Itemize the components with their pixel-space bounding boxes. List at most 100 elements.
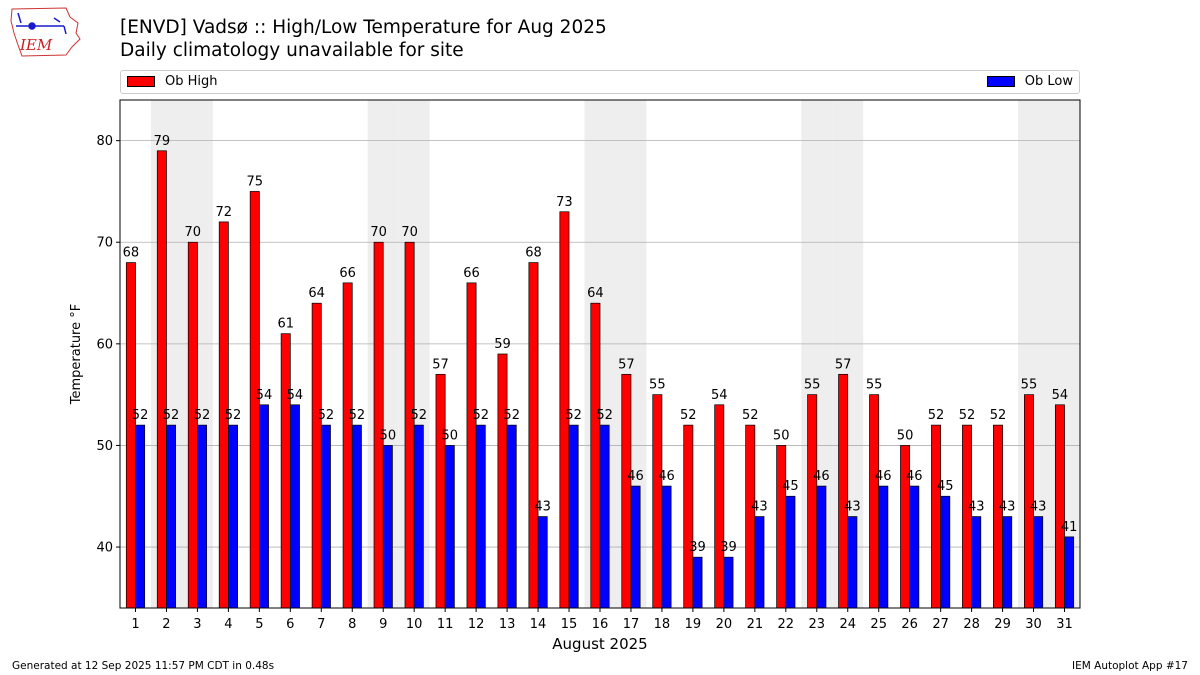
x-tick-label-27: 27	[932, 617, 949, 632]
x-tick-label-26: 26	[901, 617, 918, 632]
bar-ob-low-23	[816, 485, 827, 609]
legend: Ob High Ob Low	[120, 70, 1080, 94]
bar-ob-low-11	[444, 445, 455, 609]
bar-ob-high-13	[497, 353, 508, 609]
x-tick-label-28: 28	[963, 617, 980, 632]
data-label-ob-low-20: 39	[720, 540, 737, 555]
bar-ob-low-27	[940, 495, 951, 609]
x-tick-label-21: 21	[747, 617, 764, 632]
bar-ob-high-21	[745, 424, 756, 609]
x-tick-label-25: 25	[870, 617, 887, 632]
bar-ob-high-22	[776, 445, 787, 609]
data-label-ob-low-24: 43	[844, 500, 861, 515]
data-label-ob-low-19: 39	[689, 540, 706, 555]
weather-station-icon	[16, 12, 67, 35]
x-tick-label-4: 4	[224, 617, 232, 632]
data-label-ob-low-7: 52	[318, 408, 335, 423]
data-label-ob-low-29: 43	[999, 500, 1016, 515]
data-label-ob-high-10: 70	[401, 225, 418, 240]
data-label-ob-high-27: 52	[928, 408, 945, 423]
data-label-ob-low-8: 52	[349, 408, 366, 423]
legend-item-ob-low: Ob Low	[986, 74, 1073, 89]
y-tick-label-80: 80	[96, 134, 113, 149]
data-label-ob-high-15: 73	[556, 195, 573, 210]
x-tick-label-11: 11	[437, 617, 454, 632]
bar-ob-low-25	[878, 485, 889, 609]
iem-logo: IEM	[10, 7, 81, 57]
legend-swatch-ob-low	[986, 76, 1015, 87]
bar-ob-low-19	[692, 556, 703, 609]
data-label-ob-high-2: 79	[154, 134, 171, 149]
bar-ob-low-7	[320, 424, 331, 609]
x-tick-label-15: 15	[561, 617, 578, 632]
y-tick-label-60: 60	[96, 337, 113, 352]
data-label-ob-low-10: 52	[411, 408, 428, 423]
data-label-ob-high-24: 57	[835, 357, 852, 372]
data-label-ob-high-3: 70	[185, 225, 202, 240]
x-tick-label-24: 24	[839, 617, 856, 632]
data-label-ob-high-28: 52	[959, 408, 976, 423]
y-tick-label-50: 50	[96, 439, 113, 454]
chart-title: [ENVD] Vadsø :: High/Low Temperature for…	[120, 17, 607, 38]
x-tick-label-22: 22	[778, 617, 795, 632]
x-tick-label-7: 7	[317, 617, 325, 632]
bar-ob-high-9	[373, 241, 384, 609]
bar-ob-low-8	[351, 424, 362, 609]
bar-ob-low-28	[971, 516, 982, 609]
x-tick-label-14: 14	[530, 617, 547, 632]
x-tick-label-8: 8	[348, 617, 356, 632]
x-tick-label-29: 29	[994, 617, 1011, 632]
data-label-ob-high-18: 55	[649, 378, 666, 393]
x-tick-label-31: 31	[1056, 617, 1073, 632]
data-label-ob-high-5: 75	[246, 174, 263, 189]
y-tick-label-70: 70	[96, 236, 113, 251]
x-tick-label-1: 1	[131, 617, 139, 632]
x-tick-label-13: 13	[499, 617, 516, 632]
bar-ob-low-21	[754, 516, 765, 609]
bar-ob-high-17	[621, 373, 632, 609]
data-label-ob-high-21: 52	[742, 408, 759, 423]
bar-ob-low-14	[537, 516, 548, 609]
y-axis-label: Temperature °F	[69, 304, 84, 405]
x-tick-label-2: 2	[162, 617, 170, 632]
bar-ob-low-6	[289, 404, 300, 609]
bar-ob-high-27	[931, 424, 941, 609]
data-label-ob-low-14: 43	[534, 500, 551, 515]
footer-app: IEM Autoplot App #17	[1072, 660, 1188, 672]
x-tick-label-3: 3	[193, 617, 201, 632]
legend-item-ob-high: Ob High	[127, 74, 218, 89]
data-label-ob-high-17: 57	[618, 357, 635, 372]
bar-ob-high-25	[869, 394, 880, 609]
data-label-ob-low-28: 43	[968, 500, 985, 515]
data-label-ob-low-11: 50	[441, 428, 458, 443]
bar-ob-high-18	[652, 394, 663, 609]
data-label-ob-high-1: 68	[123, 246, 140, 261]
bar-ob-high-14	[528, 262, 539, 609]
bar-ob-high-29	[993, 424, 1003, 609]
data-label-ob-high-16: 64	[587, 286, 604, 301]
footer-generated: Generated at 12 Sep 2025 11:57 PM CDT in…	[12, 660, 275, 672]
data-label-ob-high-12: 66	[463, 266, 480, 281]
data-label-ob-low-5: 54	[256, 388, 273, 403]
data-label-ob-low-13: 52	[503, 408, 520, 423]
bar-ob-low-17	[630, 485, 641, 609]
bar-ob-low-5	[259, 404, 269, 609]
data-label-ob-low-27: 45	[937, 479, 954, 494]
data-label-ob-high-13: 59	[494, 337, 511, 352]
bar-ob-low-9	[382, 445, 393, 609]
legend-swatch-ob-high	[127, 76, 155, 87]
bar-ob-high-1	[125, 262, 136, 609]
data-label-ob-high-31: 54	[1052, 388, 1069, 403]
x-tick-label-18: 18	[654, 617, 671, 632]
bar-ob-low-22	[785, 495, 796, 609]
data-label-ob-high-8: 66	[339, 266, 356, 281]
data-label-ob-high-11: 57	[432, 357, 449, 372]
data-label-ob-high-14: 68	[525, 246, 542, 261]
bar-ob-low-1	[135, 424, 146, 609]
bar-ob-low-13	[506, 424, 517, 609]
bar-ob-high-11	[435, 373, 446, 609]
y-tick-label-40: 40	[96, 541, 113, 556]
data-label-ob-low-17: 46	[627, 469, 644, 484]
bar-ob-low-31	[1064, 536, 1075, 609]
